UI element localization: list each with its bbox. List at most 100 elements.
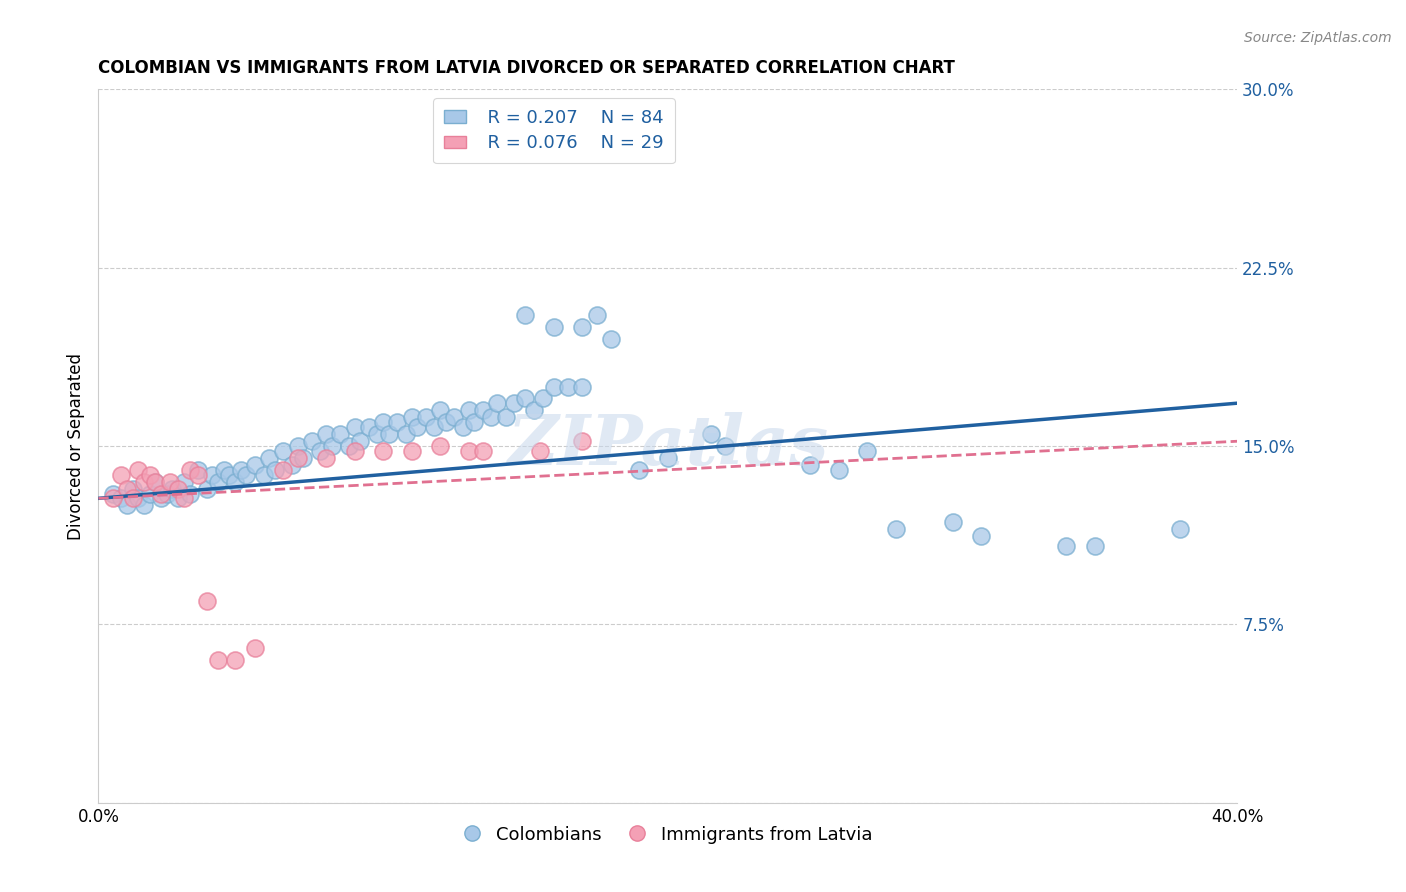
Point [167,482,190,496]
Text: Source: ZipAtlas.com: Source: ZipAtlas.com [1244,31,1392,45]
Point [301,434,323,449]
Point [207,653,229,667]
Point [195,593,218,607]
Point [315,427,337,442]
Point [229,463,252,477]
Point [515,392,537,406]
Point [1170,522,1192,536]
Point [287,450,309,465]
Point [523,403,546,417]
Point [486,396,509,410]
Point [292,450,315,465]
Point [212,463,235,477]
Point [942,515,965,529]
Point [1056,539,1078,553]
Point [343,443,366,458]
Point [387,415,409,429]
Point [179,486,201,500]
Point [585,308,607,322]
Point [201,467,224,482]
Point [343,420,366,434]
Point [156,486,179,500]
Point [110,467,132,482]
Point [132,499,155,513]
Point [451,420,474,434]
Point [471,443,494,458]
Point [443,410,465,425]
Point [259,450,281,465]
Point [195,482,218,496]
Point [515,308,537,322]
Point [167,491,190,506]
Point [373,443,395,458]
Point [571,379,593,393]
Point [145,475,167,489]
Point [415,410,437,425]
Point [349,434,371,449]
Point [366,427,388,442]
Point [321,439,343,453]
Point [600,332,623,346]
Point [115,482,138,496]
Point [162,482,184,496]
Point [1084,539,1107,553]
Point [329,427,352,442]
Point [628,463,651,477]
Point [543,320,565,334]
Point [495,410,517,425]
Point [121,482,143,496]
Point [856,443,879,458]
Point [429,439,451,453]
Point [799,458,821,472]
Y-axis label: Divorced or Separated: Divorced or Separated [66,352,84,540]
Point [378,427,401,442]
Point [150,491,173,506]
Point [884,522,907,536]
Point [571,434,593,449]
Point [132,475,155,489]
Point [127,491,149,506]
Point [315,450,337,465]
Legend: Colombians, Immigrants from Latvia: Colombians, Immigrants from Latvia [456,819,880,851]
Point [145,475,167,489]
Point [714,439,737,453]
Point [224,475,246,489]
Text: COLOMBIAN VS IMMIGRANTS FROM LATVIA DIVORCED OR SEPARATED CORRELATION CHART: COLOMBIAN VS IMMIGRANTS FROM LATVIA DIVO… [98,59,955,77]
Point [463,415,485,429]
Point [309,443,332,458]
Point [101,486,124,500]
Point [224,653,246,667]
Point [252,467,274,482]
Point [429,403,451,417]
Point [235,467,257,482]
Point [423,420,446,434]
Point [159,475,181,489]
Point [571,320,593,334]
Point [273,443,295,458]
Point [557,379,579,393]
Point [273,463,295,477]
Point [121,491,143,506]
Point [401,410,423,425]
Point [828,463,851,477]
Point [187,467,209,482]
Point [110,491,132,506]
Point [115,499,138,513]
Point [457,443,479,458]
Point [503,396,526,410]
Point [479,410,502,425]
Point [138,486,160,500]
Point [406,420,429,434]
Point [543,379,565,393]
Point [173,491,195,506]
Point [401,443,423,458]
Point [657,450,679,465]
Point [173,475,195,489]
Point [529,443,551,458]
Point [970,529,993,543]
Point [243,641,266,656]
Point [264,463,287,477]
Point [471,403,494,417]
Point [207,475,229,489]
Point [187,463,209,477]
